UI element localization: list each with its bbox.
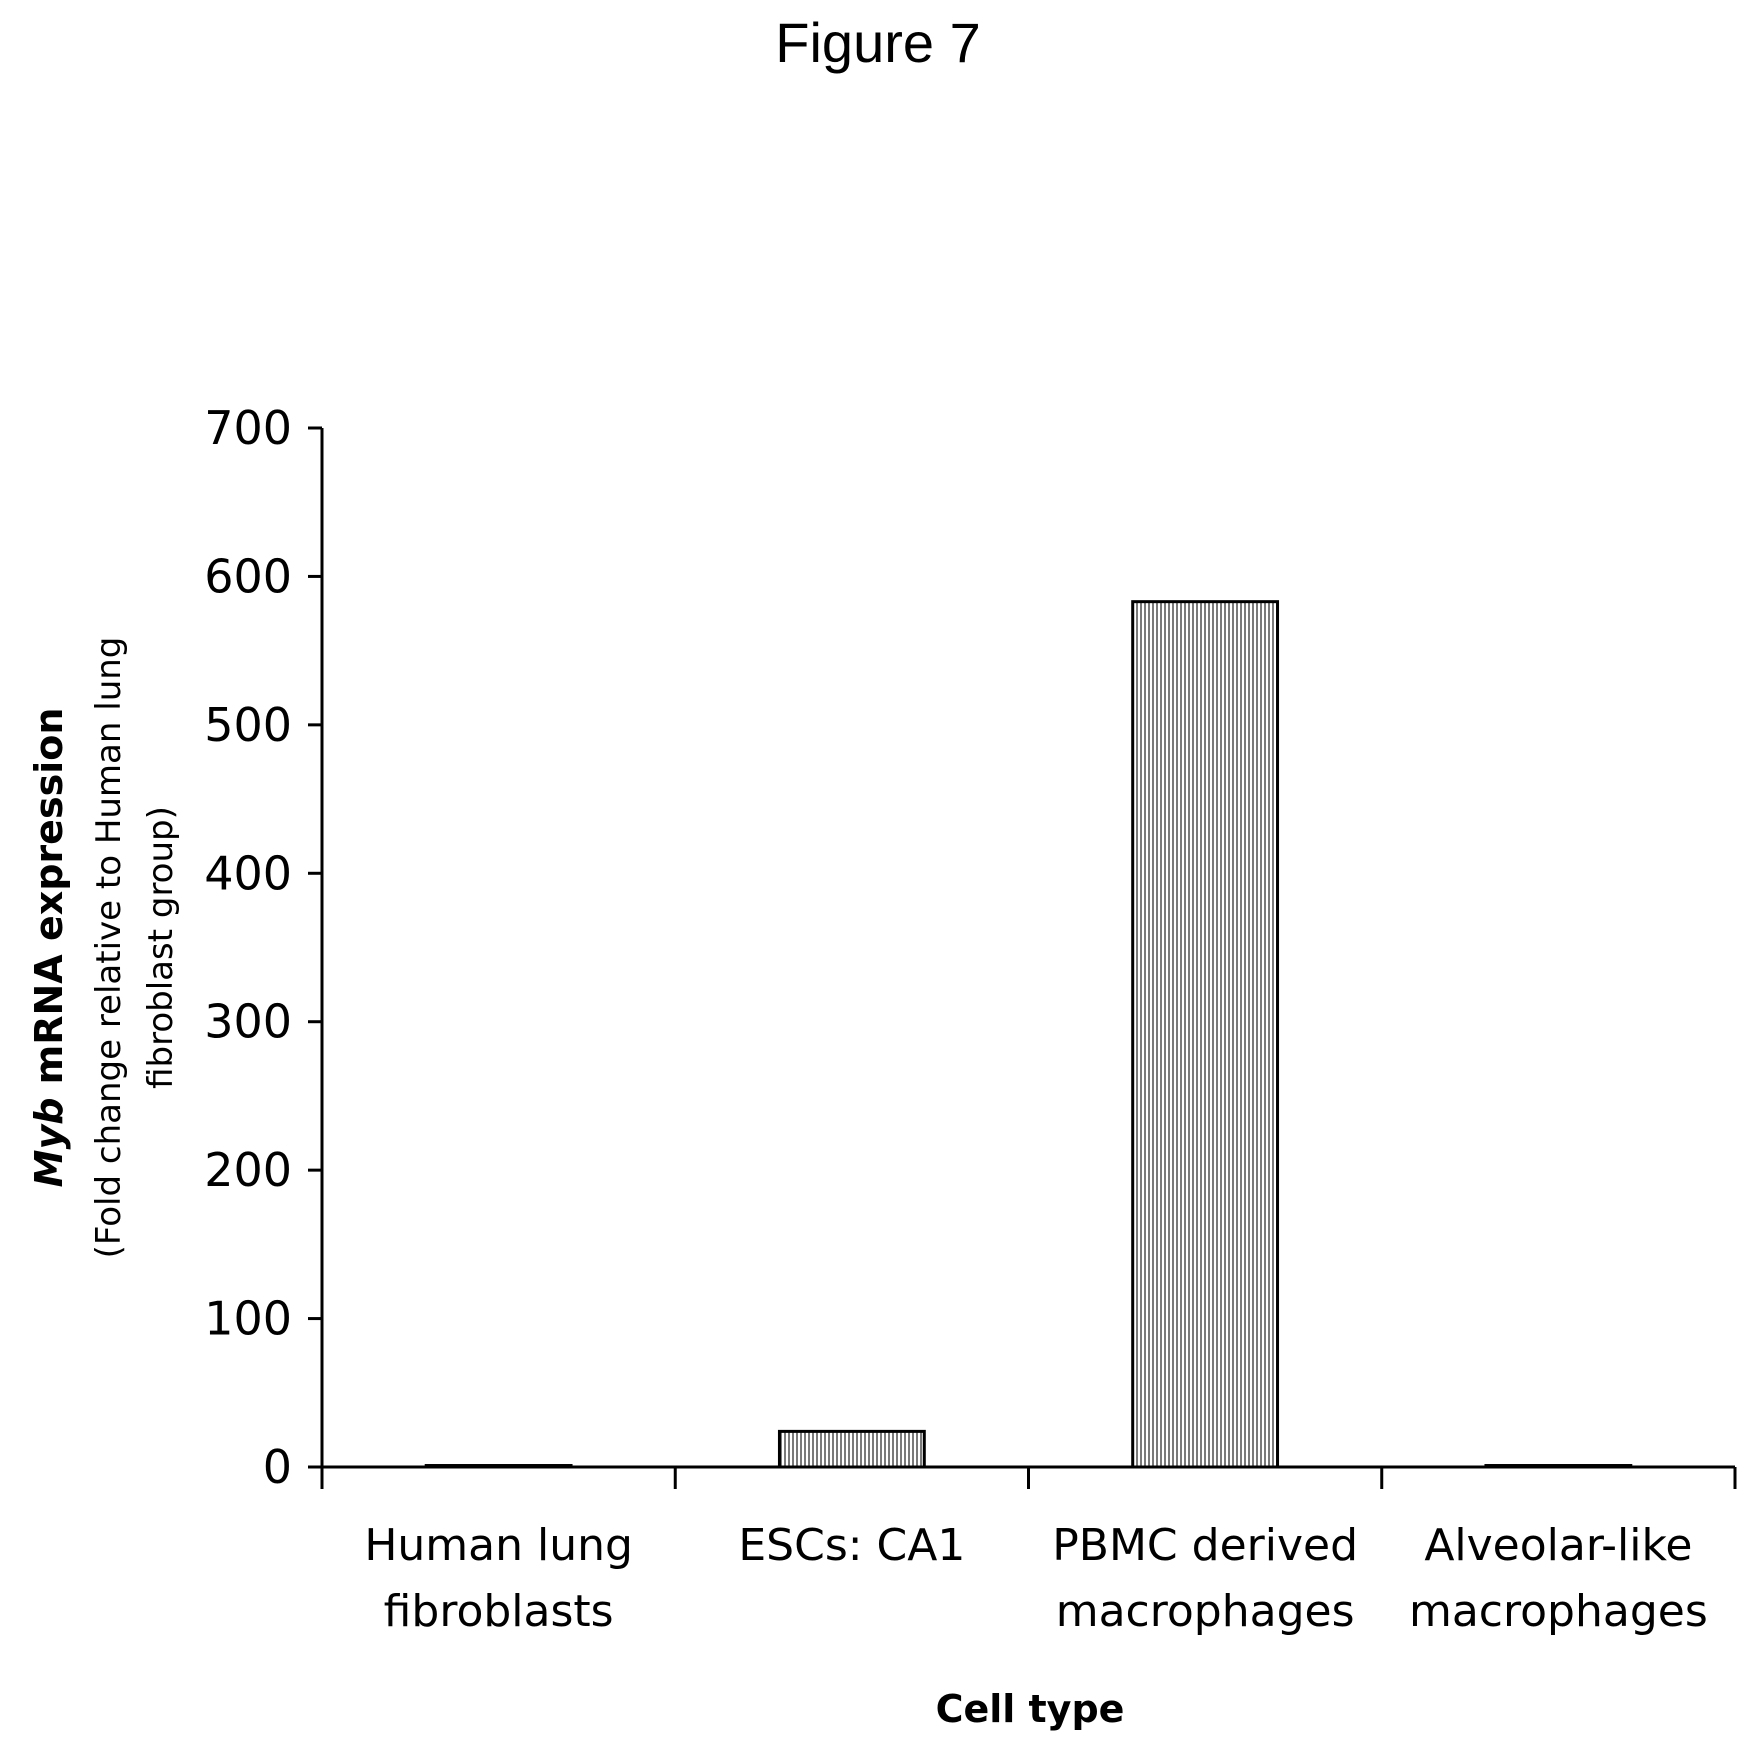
y-tick-label: 400 [204,846,292,900]
category-labels: Human lung fibroblasts ESCs: CA1 PBMC deriv… [364,1520,1707,1637]
bar [1131,600,1280,1469]
y-tick-label: 0 [263,1440,292,1494]
y-tick-label: 500 [204,698,292,752]
y-axis-gene-name: Myb [27,1098,71,1188]
y-axis-subtitle-line1: (Fold change relative to Human lung [89,637,129,1259]
category-label: PBMC derived macrophages [1052,1520,1358,1637]
y-axis-ticks: 0 100 200 300 400 500 600 700 [204,401,322,1494]
category-label: ESCs: CA1 [738,1520,965,1571]
y-axis-title-main: Myb mRNA expression [27,708,71,1188]
x-axis-title: Cell type [936,1687,1125,1731]
y-tick-label: 600 [204,549,292,603]
y-tick-label: 300 [204,995,292,1049]
y-tick-label: 100 [204,1292,292,1346]
x-axis-ticks [320,1467,1737,1489]
y-axis-subtitle-line2: fibroblast group) [141,806,181,1089]
y-axis-measure: mRNA expression [27,708,71,1098]
y-tick-label: 200 [204,1143,292,1197]
category-label: Alveolar-like macrophages [1409,1520,1708,1637]
y-tick-label: 700 [204,401,292,455]
figure-label: Figure 7 [775,11,981,74]
bars [424,600,1633,1469]
bar [777,1429,926,1469]
category-label: Human lung fibroblasts [364,1520,633,1637]
y-axis-title: Myb mRNA expression (Fold change relativ… [27,637,181,1259]
